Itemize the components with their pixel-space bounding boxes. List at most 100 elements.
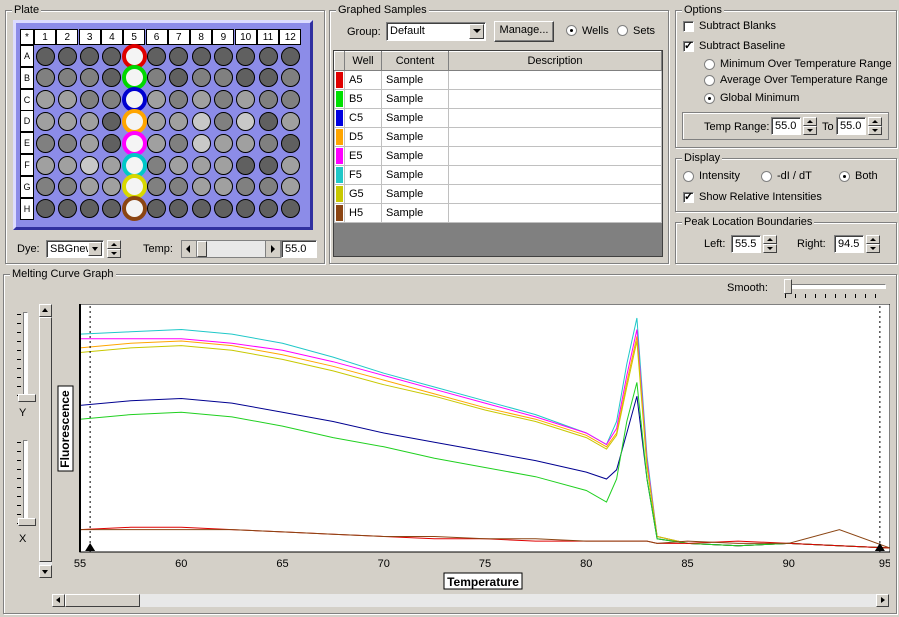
plate-column-header[interactable]: 6	[145, 29, 168, 45]
plate-well[interactable]	[57, 68, 77, 88]
plate-well[interactable]	[102, 68, 122, 88]
y-scale-slider[interactable]	[17, 312, 36, 402]
plate-well[interactable]	[57, 199, 77, 219]
plate-well[interactable]	[80, 90, 100, 110]
plate-well[interactable]	[169, 111, 189, 131]
plate-well[interactable]	[147, 68, 166, 88]
plate-well[interactable]	[169, 46, 189, 66]
plate-column-header[interactable]: 4	[100, 29, 123, 45]
temp-slider-thumb[interactable]	[197, 241, 207, 257]
plate-row-header[interactable]: G	[20, 175, 34, 198]
table-row[interactable]: E5 Sample	[334, 146, 662, 166]
plate-row-header[interactable]: C	[20, 88, 34, 111]
plate-well[interactable]	[147, 177, 166, 197]
plate-well[interactable]	[57, 90, 77, 110]
plate-row-header[interactable]: D	[20, 110, 34, 133]
show-relative-checkbox[interactable]	[683, 190, 694, 203]
plate-row-header[interactable]: B	[20, 66, 34, 89]
plate-well[interactable]	[191, 177, 211, 197]
plate-well[interactable]	[213, 199, 233, 219]
table-row[interactable]: G5 Sample	[334, 184, 662, 204]
plate-well[interactable]	[102, 111, 122, 131]
plate-well[interactable]	[169, 155, 189, 175]
x-scale-slider[interactable]	[17, 440, 36, 526]
plate-well[interactable]	[169, 199, 189, 219]
temp-range-from-input[interactable]: 55.0	[771, 117, 801, 135]
subtract-blanks-checkbox[interactable]	[683, 21, 694, 32]
horizontal-scroll-thumb[interactable]	[65, 594, 140, 607]
plate-well[interactable]	[35, 90, 55, 110]
vertical-scroll-thumb[interactable]	[39, 317, 52, 562]
table-row[interactable]: C5 Sample	[334, 108, 662, 128]
plate-well[interactable]	[102, 133, 122, 153]
spin-down-icon[interactable]	[107, 249, 121, 258]
plate-well[interactable]	[80, 68, 100, 88]
plate-well[interactable]	[213, 68, 233, 88]
plate-well[interactable]	[35, 177, 55, 197]
plate-well[interactable]	[102, 177, 122, 197]
plate-well[interactable]	[80, 111, 100, 131]
plate-well[interactable]	[35, 199, 55, 219]
spin-up-icon[interactable]	[868, 117, 882, 126]
plate-well[interactable]	[80, 133, 100, 153]
plate-well[interactable]	[35, 111, 55, 131]
plate-column-header[interactable]: 8	[190, 29, 213, 45]
table-row[interactable]: B5 Sample	[334, 89, 662, 109]
intensity-radio[interactable]	[683, 171, 694, 182]
scroll-down-icon[interactable]	[39, 565, 52, 578]
plate-well[interactable]	[57, 133, 77, 153]
plate-well[interactable]	[102, 90, 122, 110]
plate-well[interactable]	[280, 177, 300, 197]
plate-column-header[interactable]: 1	[34, 29, 56, 45]
plate-well[interactable]	[280, 68, 300, 88]
didt-radio[interactable]	[761, 171, 772, 182]
plate-well[interactable]	[258, 46, 278, 66]
plate-well[interactable]	[35, 46, 55, 66]
content-header[interactable]: Content	[381, 51, 449, 71]
scroll-left-icon[interactable]	[52, 594, 65, 607]
plate-row-header[interactable]: A	[20, 45, 34, 67]
plate-well[interactable]	[102, 46, 122, 66]
table-row[interactable]: D5 Sample	[334, 127, 662, 147]
plate-well[interactable]	[191, 68, 211, 88]
plate-well[interactable]	[280, 90, 300, 110]
spin-down-icon[interactable]	[803, 126, 817, 135]
temp-slider-left-arrow-icon[interactable]	[182, 241, 197, 257]
peak-left-input[interactable]: 55.5	[731, 235, 761, 253]
plate-well[interactable]	[147, 199, 166, 219]
plate-column-header[interactable]: 2	[56, 29, 79, 45]
plate-column-header[interactable]: 3	[78, 29, 101, 45]
plate-well[interactable]	[57, 155, 77, 175]
plate-well[interactable]	[35, 133, 55, 153]
plate-well[interactable]	[191, 111, 211, 131]
plate-well[interactable]	[280, 133, 300, 153]
plate-column-header[interactable]: 7	[167, 29, 190, 45]
plate-well[interactable]	[280, 46, 300, 66]
table-row[interactable]: A5 Sample	[334, 70, 662, 90]
plate-well[interactable]	[236, 111, 256, 131]
plate-well[interactable]	[236, 68, 256, 88]
plate-well[interactable]	[57, 46, 77, 66]
plate-well[interactable]	[169, 68, 189, 88]
temp-range-to-input[interactable]: 55.0	[836, 117, 866, 135]
plate-well[interactable]	[213, 90, 233, 110]
description-header[interactable]: Description	[448, 51, 662, 71]
plate-well[interactable]	[147, 155, 166, 175]
plate-well[interactable]	[191, 199, 211, 219]
temp-slider-right-arrow-icon[interactable]	[265, 241, 280, 257]
plate-well[interactable]	[147, 46, 166, 66]
smooth-slider-thumb[interactable]	[784, 279, 792, 294]
wells-radio[interactable]	[566, 25, 577, 36]
peak-boundary-marker[interactable]	[874, 543, 885, 551]
plate-well[interactable]	[147, 111, 166, 131]
plate-well[interactable]	[80, 199, 100, 219]
plate-well[interactable]	[213, 111, 233, 131]
plate-column-header[interactable]: 10	[234, 29, 257, 45]
plate-well[interactable]	[236, 155, 256, 175]
peak-right-input[interactable]: 94.5	[834, 235, 864, 253]
plate-well[interactable]	[258, 133, 278, 153]
dye-select[interactable]: SBGnew	[46, 240, 104, 258]
plate-column-header[interactable]: 11	[257, 29, 279, 45]
plate-well[interactable]	[258, 199, 278, 219]
spin-up-icon[interactable]	[866, 235, 880, 244]
